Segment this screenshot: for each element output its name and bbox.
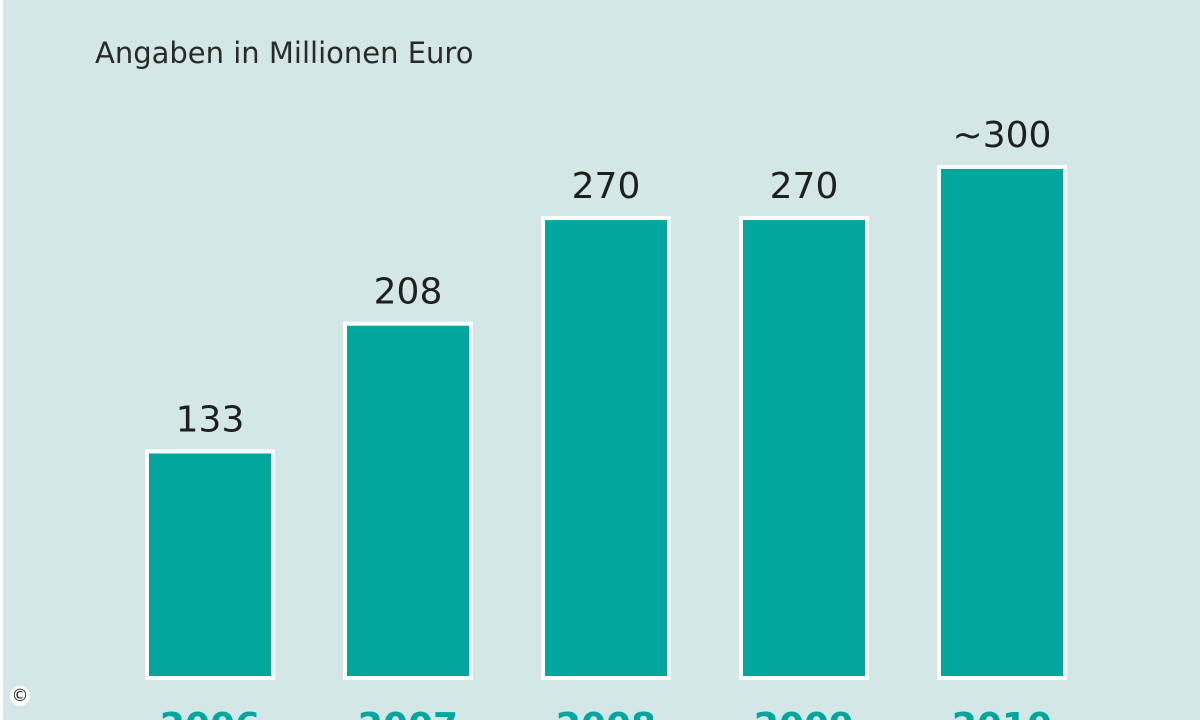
bar-2006 [145,449,275,680]
x-tick-label-2007: 2007 [358,706,458,720]
bar-2009 [739,216,869,680]
x-tick-label-2009: 2009 [754,706,854,720]
data-label-2006: 133 [176,399,245,440]
left-border [0,0,3,720]
bar-2010 [937,165,1067,680]
data-label-2009: 270 [770,166,839,207]
x-tick-label-2010: 2010 [952,706,1052,720]
data-label-2007: 208 [374,272,443,313]
x-tick-label-2008: 2008 [556,706,656,720]
chart-subtitle: Angaben in Millionen Euro [95,36,474,70]
copyright-icon: © [10,686,30,706]
data-label-2010: ~300 [953,115,1052,156]
data-label-2008: 270 [572,166,641,207]
bar-2007 [343,321,473,680]
x-tick-label-2006: 2006 [160,706,260,720]
bar-2008 [541,216,671,680]
